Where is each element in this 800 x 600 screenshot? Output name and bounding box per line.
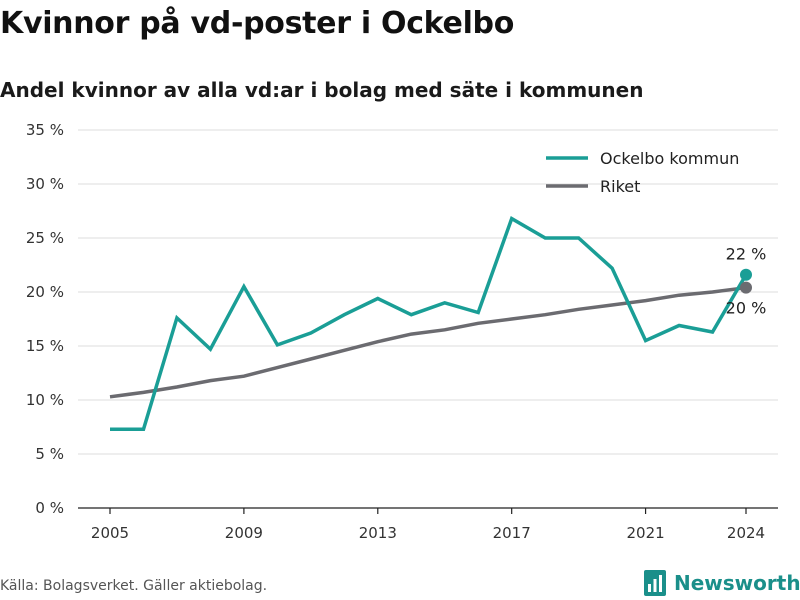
y-tick-label: 15 % bbox=[26, 337, 64, 355]
end-label-ockelbo: 22 % bbox=[726, 245, 767, 264]
legend: Ockelbo kommun Riket bbox=[546, 149, 739, 196]
source-note: Källa: Bolagsverket. Gäller aktiebolag. bbox=[0, 578, 268, 594]
axes: 0 % 5 % 10 % 15 % 20 % 25 % 30 % 35 % 2005 2009 20… bbox=[26, 121, 778, 542]
end-point-ockelbo bbox=[740, 268, 752, 281]
x-tick-label: 2021 bbox=[626, 524, 664, 542]
series-line-riket bbox=[109, 285, 747, 399]
y-tick-label: 0 % bbox=[35, 499, 64, 517]
legend-label-ockelbo: Ockelbo kommun bbox=[600, 149, 739, 168]
end-point-riket bbox=[740, 281, 752, 294]
x-tick-label: 2013 bbox=[359, 524, 397, 542]
x-tick-label: 2009 bbox=[225, 524, 263, 542]
y-tick-label: 20 % bbox=[26, 283, 64, 301]
end-label-riket: 20 % bbox=[726, 299, 767, 318]
y-tick-label: 25 % bbox=[26, 229, 64, 247]
x-tick-label: 2017 bbox=[493, 524, 531, 542]
y-tick-label: 5 % bbox=[35, 445, 64, 463]
legend-label-riket: Riket bbox=[600, 177, 640, 196]
x-tick-label: 2005 bbox=[91, 524, 129, 542]
brand-logo: Newsworthy bbox=[644, 568, 800, 598]
chart-title: Kvinnor på vd-poster i Ockelbo bbox=[0, 6, 515, 41]
series-line-ockelbo bbox=[110, 216, 748, 431]
y-tick-label: 35 % bbox=[26, 121, 64, 139]
y-tick-label: 30 % bbox=[26, 175, 64, 193]
x-tick-label: 2024 bbox=[727, 524, 765, 542]
y-tick-label: 10 % bbox=[26, 391, 64, 409]
brand-name: Newsworthy bbox=[674, 571, 800, 595]
series: 22 % 20 % bbox=[109, 216, 767, 431]
bar-chart-icon bbox=[644, 570, 666, 596]
chart-subtitle: Andel kvinnor av alla vd:ar i bolag med … bbox=[0, 78, 644, 102]
gridlines bbox=[78, 129, 778, 455]
